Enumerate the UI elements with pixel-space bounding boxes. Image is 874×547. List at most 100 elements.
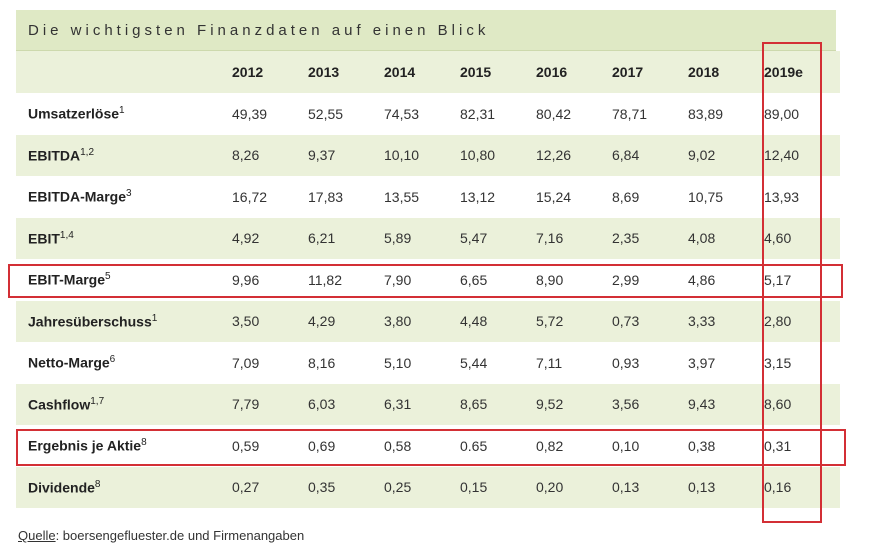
table-cell: 7,79 bbox=[232, 396, 260, 413]
row-label: Dividende8 bbox=[16, 467, 232, 509]
table-cell: 9,43 bbox=[688, 396, 716, 413]
row-label-text: EBIT bbox=[28, 230, 60, 247]
source-label: Quelle bbox=[18, 528, 56, 543]
table-cell: 6,03 bbox=[308, 396, 336, 413]
table-cell: 3,15 bbox=[764, 354, 792, 371]
table-cell: 6,21 bbox=[308, 230, 336, 247]
footnote-marker: 1 bbox=[119, 105, 125, 117]
table-cell: 0,13 bbox=[688, 479, 716, 496]
table-row: EBITDA1,2 8,26 9,37 10,10 10,80 12,26 6,84 9,02… bbox=[16, 134, 840, 177]
table-row: Jahresüberschuss1 3,50 4,29 3,80 4,48 5,72 0,7… bbox=[16, 300, 840, 343]
table-cell: 49,39 bbox=[232, 105, 268, 122]
table-cell: 8,16 bbox=[308, 354, 336, 371]
source-note: Quelle: boersengefluester.de und Firmena… bbox=[18, 528, 304, 543]
table-cell: 3,80 bbox=[384, 313, 412, 330]
table-cell: 6,31 bbox=[384, 396, 412, 413]
table-cell: 8,26 bbox=[232, 147, 260, 164]
table-cell: 9,52 bbox=[536, 396, 564, 413]
header-year: 2018 bbox=[688, 64, 720, 80]
table-cell: 10,10 bbox=[384, 147, 420, 164]
footnote-marker: 5 bbox=[105, 271, 111, 283]
row-label-text: Jahresüberschuss bbox=[28, 313, 152, 330]
table-cell: 7,90 bbox=[384, 271, 412, 288]
financial-table-container: Die wichtigsten Finanzdaten auf einen Bl… bbox=[16, 10, 840, 508]
header-year: 2013 bbox=[308, 64, 340, 80]
table-cell: 5,10 bbox=[384, 354, 412, 371]
row-label: EBITDA-Marge3 bbox=[16, 176, 232, 218]
row-label: Umsatzerlöse1 bbox=[16, 93, 232, 135]
table-cell: 52,55 bbox=[308, 105, 344, 122]
footnote-marker: 1,7 bbox=[90, 395, 105, 407]
table-cell: 0,73 bbox=[612, 313, 640, 330]
table-cell: 10,80 bbox=[460, 147, 496, 164]
header-year: 2015 bbox=[460, 64, 492, 80]
table-row: Ergebnis je Aktie8 0,59 0,69 0,58 0.65 0,82 0,… bbox=[16, 425, 840, 467]
row-label-text: EBIT-Marge bbox=[28, 272, 106, 289]
row-label-text: Dividende bbox=[28, 479, 95, 496]
table-cell: 3,56 bbox=[612, 396, 640, 413]
table-cell: 4,48 bbox=[460, 313, 488, 330]
row-label: EBITDA1,2 bbox=[16, 135, 232, 177]
table-cell: 0,35 bbox=[308, 479, 336, 496]
header-year: 2017 bbox=[612, 64, 644, 80]
table-title: Die wichtigsten Finanzdaten auf einen Bl… bbox=[16, 10, 836, 51]
row-label-text: EBITDA-Marge bbox=[28, 189, 127, 206]
table-cell: 0,13 bbox=[612, 479, 640, 496]
table-cell: 0,31 bbox=[764, 437, 792, 454]
table-cell: 2,99 bbox=[612, 271, 640, 288]
table-cell: 5,89 bbox=[384, 230, 412, 247]
table-cell: 5,47 bbox=[460, 230, 488, 247]
table-cell: 8,65 bbox=[460, 396, 488, 413]
table-cell: 6,84 bbox=[612, 147, 640, 164]
table-cell: 0,10 bbox=[612, 437, 640, 454]
footnote-marker: 3 bbox=[126, 188, 132, 200]
financial-table: 2012 2013 2014 2015 2016 2017 2018 2019e… bbox=[16, 51, 840, 508]
row-label: Jahresüberschuss1 bbox=[16, 301, 232, 343]
table-cell: 5,72 bbox=[536, 313, 564, 330]
table-cell: 15,24 bbox=[536, 188, 572, 205]
table-cell: 9,37 bbox=[308, 147, 336, 164]
table-cell: 5,17 bbox=[764, 271, 792, 288]
table-cell: 2,80 bbox=[764, 313, 792, 330]
table-cell: 82,31 bbox=[460, 105, 496, 122]
table-cell: 4,92 bbox=[232, 230, 260, 247]
table-cell: 83,89 bbox=[688, 105, 724, 122]
table-cell: 11,82 bbox=[308, 271, 342, 288]
table-cell: 8,69 bbox=[612, 188, 640, 205]
table-cell: 17,83 bbox=[308, 188, 344, 205]
table-cell: 7,11 bbox=[536, 354, 563, 371]
table-cell: 0,27 bbox=[232, 479, 260, 496]
table-cell: 4,08 bbox=[688, 230, 716, 247]
row-label-text: Ergebnis je Aktie bbox=[28, 438, 142, 455]
row-label: Ergebnis je Aktie8 bbox=[16, 425, 232, 467]
header-empty bbox=[16, 51, 232, 93]
header-year: 2016 bbox=[536, 64, 568, 80]
footnote-marker: 6 bbox=[109, 354, 116, 366]
table-cell: 7,09 bbox=[232, 354, 260, 371]
table-cell: 13,93 bbox=[764, 188, 800, 205]
table-cell: 0,59 bbox=[232, 437, 260, 454]
table-row: EBITDA-Marge3 16,72 17,83 13,55 13,12 15,24 8,… bbox=[16, 176, 840, 218]
row-label-text: Netto-Marge bbox=[28, 355, 110, 372]
footnote-marker: 1 bbox=[151, 312, 158, 324]
table-row: EBIT1,4 4,92 6,21 5,89 5,47 7,16 2,35 4,08 4,60 bbox=[16, 217, 840, 259]
table-cell: 8,60 bbox=[764, 396, 792, 413]
table-cell: 5,44 bbox=[460, 354, 488, 371]
table-cell: 16,72 bbox=[232, 188, 268, 205]
table-row: Umsatzerlöse1 49,39 52,55 74,53 82,31 80,42 78… bbox=[16, 93, 840, 135]
row-label: EBIT-Marge5 bbox=[16, 259, 232, 301]
footnote-marker: 1,4 bbox=[59, 229, 74, 241]
table-cell: 0.65 bbox=[460, 437, 488, 454]
table-row: Dividende8 0,27 0,35 0,25 0,15 0,20 0,13 0,13 0,… bbox=[16, 466, 840, 509]
table-cell: 6,65 bbox=[460, 271, 488, 288]
table-cell: 3,33 bbox=[688, 313, 716, 330]
table-row: Cashflow1,7 7,79 6,03 6,31 8,65 9,52 3,56 9,43 8… bbox=[16, 383, 840, 425]
table-cell: 7,16 bbox=[536, 230, 564, 247]
header-year: 2019e bbox=[764, 64, 803, 80]
row-label: Netto-Marge6 bbox=[16, 342, 232, 384]
table-cell: 12,26 bbox=[536, 147, 572, 164]
table-cell: 0,15 bbox=[460, 479, 488, 496]
table-cell: 0,82 bbox=[536, 437, 564, 454]
table-cell: 4,60 bbox=[764, 230, 792, 247]
table-cell: 8,90 bbox=[536, 271, 564, 288]
